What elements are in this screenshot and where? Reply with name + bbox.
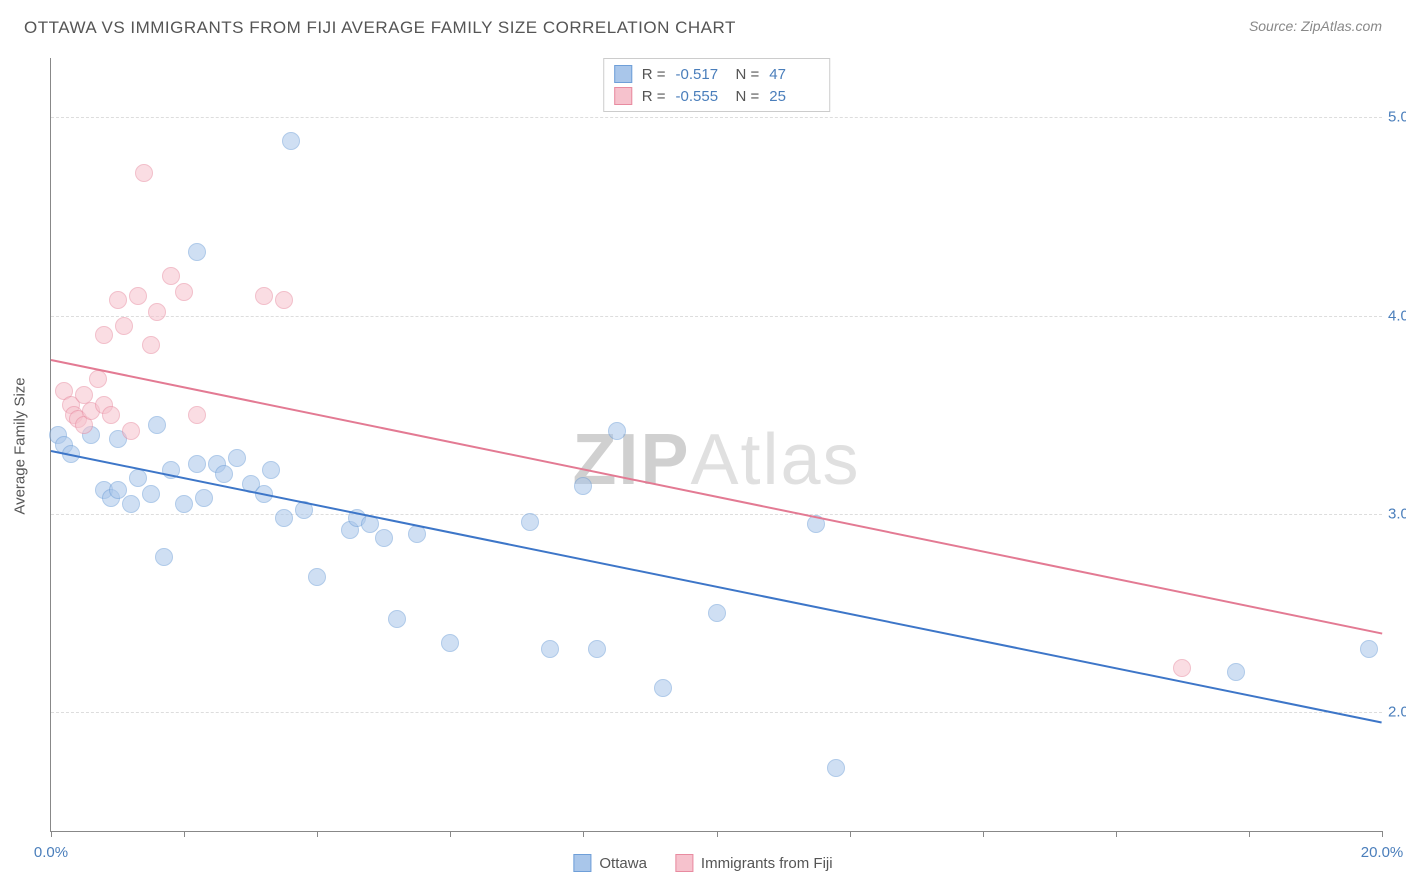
scatter-point [188,243,206,261]
y-axis-label: Average Family Size [12,377,29,514]
gridline [51,712,1382,713]
r-label: R = [642,88,666,105]
r-value: -0.517 [676,66,726,83]
scatter-point [135,164,153,182]
swatch-icon [573,854,591,872]
scatter-point [308,568,326,586]
gridline [51,316,1382,317]
scatter-point [195,489,213,507]
scatter-point [188,455,206,473]
header: OTTAWA VS IMMIGRANTS FROM FIJI AVERAGE F… [0,0,1406,46]
scatter-point [142,485,160,503]
x-tick-mark [850,831,851,837]
scatter-point [129,469,147,487]
x-tick-mark [317,831,318,837]
x-tick-mark [1249,831,1250,837]
scatter-point [175,495,193,513]
scatter-point [102,406,120,424]
scatter-point [129,287,147,305]
scatter-point [122,422,140,440]
trend-line [51,450,1382,723]
scatter-point [228,449,246,467]
x-tick-mark [1116,831,1117,837]
y-tick-label: 4.00 [1388,307,1406,324]
scatter-point [588,640,606,658]
scatter-point [148,416,166,434]
scatter-point [654,679,672,697]
scatter-point [188,406,206,424]
x-tick-mark [184,831,185,837]
x-tick-mark [51,831,52,837]
n-label: N = [736,88,760,105]
scatter-point [1173,659,1191,677]
y-tick-label: 2.00 [1388,704,1406,721]
x-tick-label: 20.0% [1361,844,1404,861]
scatter-point [148,303,166,321]
scatter-point [142,336,160,354]
stats-row: R = -0.555 N = 25 [614,85,820,107]
r-value: -0.555 [676,88,726,105]
stats-legend-box: R = -0.517 N = 47 R = -0.555 N = 25 [603,58,831,112]
scatter-point [215,465,233,483]
scatter-point [162,267,180,285]
gridline [51,514,1382,515]
scatter-point [109,291,127,309]
scatter-point [95,326,113,344]
scatter-point [275,291,293,309]
watermark-light: Atlas [690,420,860,500]
swatch-icon [614,65,632,83]
x-tick-label: 0.0% [34,844,68,861]
stats-row: R = -0.517 N = 47 [614,63,820,85]
scatter-point [375,529,393,547]
bottom-legend: Ottawa Immigrants from Fiji [573,854,832,872]
scatter-point [827,759,845,777]
legend-label: Ottawa [599,855,647,872]
gridline [51,117,1382,118]
source-label: Source: ZipAtlas.com [1249,18,1382,34]
scatter-point [441,634,459,652]
swatch-icon [675,854,693,872]
scatter-point [388,610,406,628]
scatter-point [541,640,559,658]
scatter-point [89,370,107,388]
scatter-point [1360,640,1378,658]
n-value: 25 [769,88,819,105]
scatter-point [708,604,726,622]
scatter-point [1227,663,1245,681]
x-tick-mark [983,831,984,837]
x-tick-mark [583,831,584,837]
scatter-point [155,548,173,566]
r-label: R = [642,66,666,83]
x-tick-mark [717,831,718,837]
swatch-icon [614,87,632,105]
scatter-point [282,132,300,150]
trend-line [51,359,1382,634]
x-tick-mark [1382,831,1383,837]
scatter-point [255,287,273,305]
scatter-point [262,461,280,479]
scatter-point [608,422,626,440]
scatter-point [175,283,193,301]
scatter-point [115,317,133,335]
legend-label: Immigrants from Fiji [701,855,833,872]
n-value: 47 [769,66,819,83]
chart-title: OTTAWA VS IMMIGRANTS FROM FIJI AVERAGE F… [24,18,736,38]
scatter-point [574,477,592,495]
y-tick-label: 3.00 [1388,505,1406,522]
legend-item: Immigrants from Fiji [675,854,833,872]
x-tick-mark [450,831,451,837]
scatter-point [122,495,140,513]
legend-item: Ottawa [573,854,647,872]
chart-plot-area: ZIPAtlas R =-0.517N =47R =-0.555N =25 2.… [50,58,1382,832]
n-label: N = [736,66,760,83]
scatter-point [275,509,293,527]
scatter-point [521,513,539,531]
y-tick-label: 5.00 [1388,109,1406,126]
